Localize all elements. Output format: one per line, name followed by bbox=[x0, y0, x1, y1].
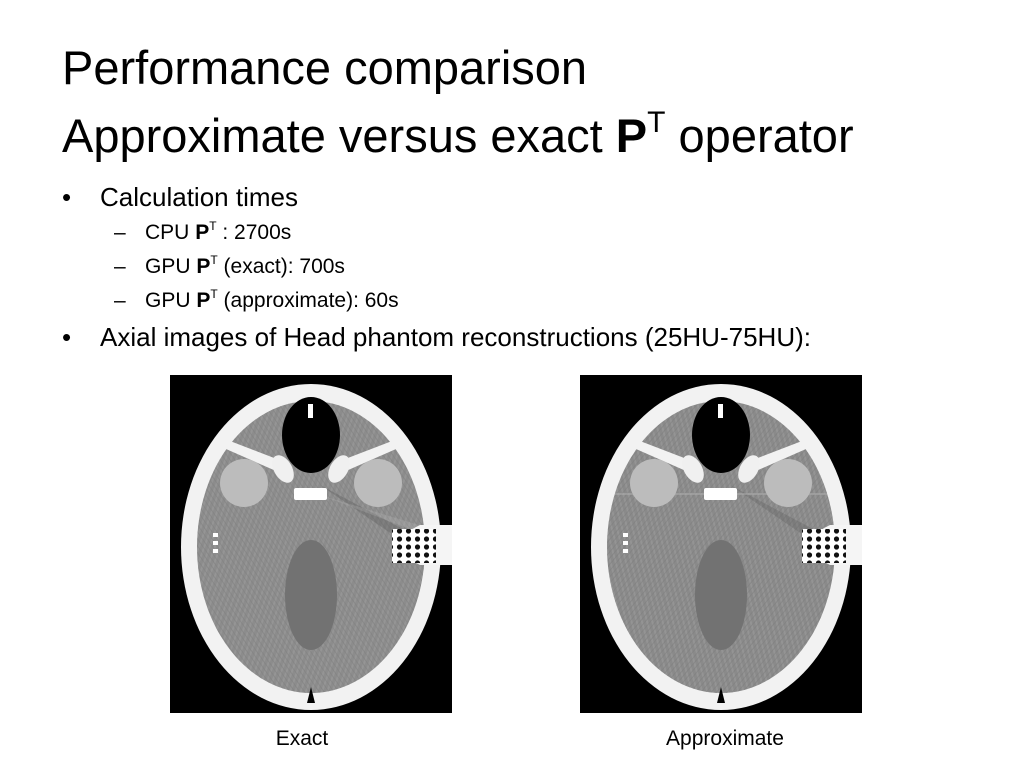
right-eye-ball bbox=[328, 455, 350, 483]
right-eye-ball bbox=[738, 455, 760, 483]
left-marker-1 bbox=[213, 533, 218, 537]
approximate-reconstruction-image bbox=[580, 375, 862, 713]
orbit-cavity bbox=[282, 397, 340, 473]
sub-bullet-prefix: CPU bbox=[145, 221, 196, 244]
right-sinus bbox=[354, 459, 402, 507]
right-sinus bbox=[764, 459, 812, 507]
sub-bullet-prefix: GPU bbox=[145, 255, 197, 278]
sub-bullet-gpu-exact-time: – GPU PT (exact): 700s bbox=[62, 250, 811, 284]
bullet-text: Calculation times bbox=[100, 182, 298, 212]
title-line-2-prefix: Approximate versus exact bbox=[62, 109, 616, 162]
right-bone-arm bbox=[750, 441, 806, 471]
head-phantom-exact bbox=[181, 384, 452, 710]
operator-symbol: P bbox=[196, 255, 211, 278]
caption-approximate: Approximate bbox=[666, 727, 784, 750]
operator-superscript: T bbox=[209, 219, 217, 233]
skull-notch bbox=[717, 687, 725, 703]
bullet-axial-images: • Axial images of Head phantom reconstru… bbox=[62, 318, 811, 356]
bullet-marker: • bbox=[62, 322, 72, 352]
operator-symbol: P bbox=[195, 221, 210, 244]
left-marker-2 bbox=[213, 541, 218, 545]
skull-notch bbox=[307, 687, 315, 703]
bullet-marker: • bbox=[62, 182, 72, 212]
orbit-marker bbox=[308, 404, 313, 418]
left-sinus bbox=[630, 459, 678, 507]
title-line-1: Performance comparison bbox=[62, 41, 588, 94]
left-eye-ball bbox=[682, 455, 704, 483]
right-bone-arm bbox=[340, 441, 396, 471]
ventricle bbox=[695, 540, 747, 650]
slide-title: Performance comparison Approximate versu… bbox=[62, 34, 854, 170]
sub-bullet-marker: – bbox=[114, 289, 126, 312]
orbit-cavity bbox=[692, 397, 750, 473]
caption-exact: Exact bbox=[275, 727, 329, 750]
nasal-bar bbox=[294, 488, 327, 500]
ear-holes bbox=[392, 529, 436, 563]
sub-bullet-prefix: GPU bbox=[145, 289, 197, 312]
head-phantom-approximate bbox=[591, 384, 862, 710]
title-operator-symbol: P bbox=[615, 109, 648, 162]
title-line-2-suffix: operator bbox=[665, 109, 854, 162]
bullet-calculation-times: • Calculation times bbox=[62, 178, 811, 216]
nasal-bar bbox=[704, 488, 737, 500]
ear-holes bbox=[802, 529, 846, 563]
bullet-text: Axial images of Head phantom reconstruct… bbox=[100, 322, 811, 352]
left-marker-3 bbox=[213, 549, 218, 553]
left-bone-arm bbox=[636, 441, 692, 471]
title-operator-superscript: T bbox=[647, 106, 666, 139]
sub-bullet-marker: – bbox=[114, 221, 126, 244]
left-eye-ball bbox=[272, 455, 294, 483]
left-marker-1 bbox=[623, 533, 628, 537]
operator-superscript: T bbox=[210, 287, 218, 301]
exact-reconstruction-image bbox=[170, 375, 452, 713]
sub-bullet-group: – CPU PT : 2700s – GPU PT (exact): 700s – G… bbox=[62, 216, 811, 318]
operator-superscript: T bbox=[210, 253, 218, 267]
sub-bullet-suffix: (approximate): 60s bbox=[217, 289, 399, 312]
left-marker-2 bbox=[623, 541, 628, 545]
bullet-list: • Calculation times – CPU PT : 2700s – GPU… bbox=[62, 178, 811, 356]
sub-bullet-gpu-approximate-time: – GPU PT (approximate): 60s bbox=[62, 284, 811, 318]
operator-symbol: P bbox=[196, 289, 211, 312]
sub-bullet-list: – CPU PT : 2700s – GPU PT (exact): 700s – G… bbox=[62, 216, 811, 318]
sub-bullet-suffix: : 2700s bbox=[216, 221, 292, 244]
left-bone-arm bbox=[226, 441, 282, 471]
ventricle bbox=[285, 540, 337, 650]
sub-bullet-cpu-time: – CPU PT : 2700s bbox=[62, 216, 811, 250]
title-line-2: Approximate versus exact PT operator bbox=[62, 102, 854, 170]
orbit-marker bbox=[718, 404, 723, 418]
sub-bullet-marker: – bbox=[114, 255, 126, 278]
left-marker-3 bbox=[623, 549, 628, 553]
sub-bullet-suffix: (exact): 700s bbox=[217, 255, 345, 278]
left-sinus bbox=[220, 459, 268, 507]
